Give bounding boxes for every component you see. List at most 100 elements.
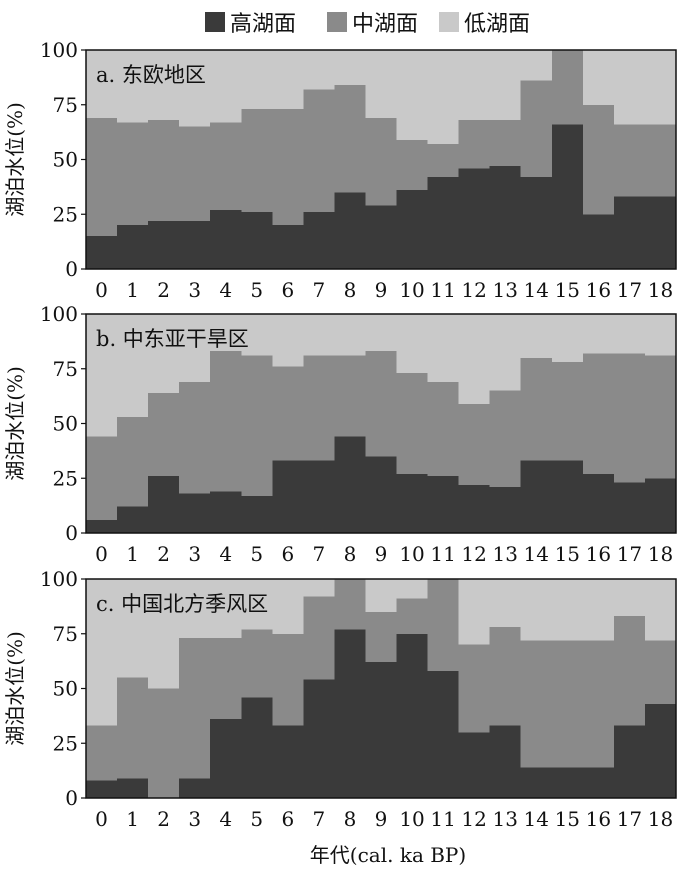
bar-segment-mid	[117, 122, 149, 226]
bar-segment-low	[179, 50, 211, 127]
bar-segment-high	[179, 778, 211, 798]
y-tick-label: 100	[40, 567, 78, 591]
bar-segment-mid	[272, 366, 304, 461]
x-tick-label: 11	[430, 278, 455, 302]
bar-segment-high	[210, 209, 242, 269]
bar-segment-low	[365, 579, 398, 612]
bar-segment-mid	[551, 50, 584, 125]
bar-segment-mid	[644, 640, 677, 704]
bar-segment-high	[396, 190, 429, 269]
bar-segment-mid	[582, 104, 615, 215]
bar-segment-high	[396, 473, 429, 533]
bar-segment-mid	[365, 117, 398, 206]
bar-segment-mid	[334, 579, 367, 630]
bar-segment-high	[489, 725, 522, 798]
x-tick-label: 9	[375, 278, 388, 302]
bar-segment-mid	[334, 355, 367, 437]
bar-segment-high	[644, 196, 677, 269]
bar-segment-low	[582, 314, 615, 354]
bar-segment-high	[489, 487, 522, 533]
x-tick-label: 3	[188, 807, 201, 831]
x-tick-label: 13	[492, 278, 517, 302]
bar-segment-low	[551, 579, 584, 641]
bar-segment-high	[303, 679, 336, 798]
bar-segment-high	[427, 476, 460, 533]
x-tick-label: 6	[281, 542, 294, 566]
bar-segment-low	[551, 314, 584, 363]
bar-segment-high	[334, 436, 367, 533]
bar-segment-mid	[489, 120, 522, 167]
y-tick-label: 75	[53, 622, 78, 646]
bar-segment-low	[272, 314, 304, 367]
x-tick-label: 5	[250, 542, 263, 566]
bar-segment-mid	[241, 109, 273, 213]
bar-segment-mid	[427, 144, 460, 178]
bar-segment-high	[458, 168, 491, 269]
bar-segment-low	[210, 50, 242, 123]
x-tick-label: 14	[524, 542, 549, 566]
bar-segment-mid	[613, 616, 646, 726]
bar-segment-mid	[427, 381, 460, 477]
x-tick-label: 16	[586, 542, 611, 566]
bar-segment-low	[148, 50, 180, 121]
bar-segment-high	[520, 460, 553, 533]
bar-segment-high	[458, 732, 491, 798]
bar-segment-mid	[148, 120, 180, 221]
x-tick-label: 8	[344, 807, 357, 831]
bar-segment-high	[272, 725, 304, 798]
x-tick-label: 4	[219, 542, 232, 566]
x-tick-label: 12	[461, 807, 486, 831]
bar-segment-low	[520, 314, 553, 358]
x-tick-label: 13	[492, 807, 517, 831]
bar-segment-high	[148, 476, 180, 533]
bar-segment-mid	[520, 80, 553, 178]
bar-segment-mid	[272, 633, 304, 726]
bar-segment-high	[520, 177, 553, 269]
x-tick-label: 10	[399, 278, 424, 302]
x-tick-label: 12	[461, 542, 486, 566]
bar-segment-mid	[582, 353, 615, 474]
bar-segment-low	[210, 579, 242, 639]
x-tick-label: 6	[281, 807, 294, 831]
x-tick-label: 5	[250, 278, 263, 302]
y-tick-label: 75	[53, 357, 78, 381]
bar-segment-high	[644, 703, 677, 798]
bar-segment-mid	[272, 109, 304, 226]
bar-segment-mid	[396, 373, 429, 474]
bar-segment-low	[613, 314, 646, 354]
bar-segment-high	[210, 719, 242, 798]
y-tick-label: 0	[65, 786, 78, 810]
panel-title: a. 东欧地区	[96, 63, 206, 87]
bar-segment-low	[458, 50, 491, 121]
x-tick-label: 15	[555, 542, 580, 566]
bar-segment-mid	[644, 355, 677, 479]
x-tick-label: 18	[648, 807, 673, 831]
bar-segment-mid	[210, 122, 242, 210]
y-axis-label: 湖泊水位(%)	[3, 631, 27, 746]
bar-segment-low	[241, 314, 273, 356]
bar-segment-high	[272, 460, 304, 533]
bar-segment-high	[210, 491, 242, 533]
x-tick-label: 17	[617, 278, 642, 302]
bar-segment-mid	[582, 640, 615, 768]
bar-segment-low	[582, 579, 615, 641]
y-tick-label: 50	[53, 148, 78, 172]
bar-segment-mid	[179, 126, 211, 221]
x-axis-label: 年代(cal. ka BP)	[310, 843, 466, 867]
bar-segment-high	[551, 767, 584, 798]
x-tick-label: 3	[188, 542, 201, 566]
bar-segment-mid	[241, 355, 273, 496]
y-axis-label: 湖泊水位(%)	[3, 366, 27, 481]
x-tick-label: 10	[399, 542, 424, 566]
bar-segment-high	[644, 478, 677, 533]
bar-segment-mid	[241, 629, 273, 698]
bar-segment-mid	[427, 579, 460, 671]
bar-segment-high	[427, 670, 460, 798]
panel-title: b. 中东亚干旱区	[96, 327, 249, 351]
bar-segment-low	[489, 50, 522, 121]
bar-segment-low	[520, 579, 553, 641]
bar-segment-high	[86, 780, 118, 798]
bar-segment-mid	[86, 725, 118, 781]
y-axis-label: 湖泊水位(%)	[3, 102, 27, 217]
bar-segment-low	[148, 579, 180, 689]
